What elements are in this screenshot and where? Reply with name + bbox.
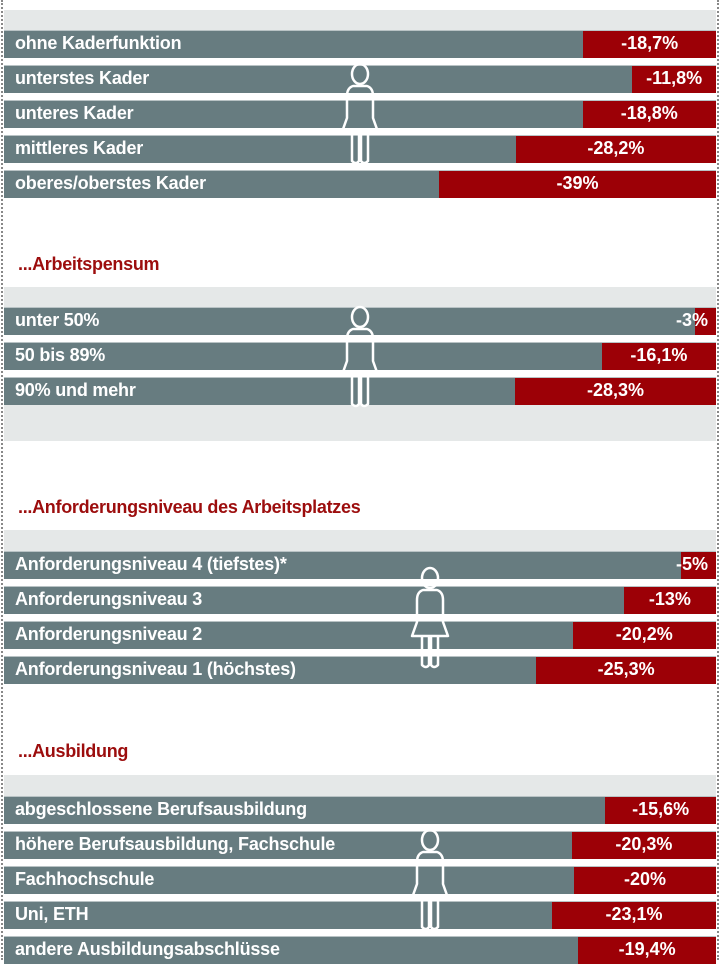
category-label: unterstes Kader xyxy=(15,68,150,88)
bar-row: 50 bis 89% -16,1% xyxy=(4,342,716,370)
data-label: -28,2% xyxy=(587,138,645,158)
value-bar xyxy=(552,902,716,929)
bar-row: unterstes Kader -11,8% xyxy=(4,65,716,93)
category-label: andere Ausbildungsabschlüsse xyxy=(15,939,280,959)
value-bar xyxy=(439,171,716,198)
value-bar xyxy=(572,622,716,649)
bar-row: Anforderungsniveau 4 (tiefstes)* -5% xyxy=(4,551,716,579)
value-bar xyxy=(515,136,716,163)
data-label: -3% xyxy=(675,310,709,330)
bar-row: andere Ausbildungsabschlüsse -19,4% xyxy=(4,936,716,964)
data-label: -20,3% xyxy=(615,834,673,854)
value-bar xyxy=(571,832,716,859)
category-label: ohne Kaderfunktion xyxy=(15,33,182,53)
bar-row: abgeschlossene Berufsausbildung -15,6% xyxy=(4,796,716,824)
category-label: Anforderungsniveau 2 xyxy=(15,624,203,644)
data-label: -39% xyxy=(556,173,599,193)
bar-row: unter 50% -3% xyxy=(4,307,716,335)
value-bar xyxy=(623,587,716,614)
section-band xyxy=(4,530,716,551)
category-label: unter 50% xyxy=(15,310,100,330)
value-bar xyxy=(536,657,716,684)
category-label: abgeschlossene Berufsausbildung xyxy=(15,799,307,819)
data-label: -5% xyxy=(675,554,709,574)
category-label: Fachhochschule xyxy=(15,869,155,889)
category-label: 50 bis 89% xyxy=(15,345,106,365)
data-label: -25,3% xyxy=(597,659,655,679)
data-label: -20% xyxy=(623,869,667,889)
bar-row: Fachhochschule -20% xyxy=(4,866,716,894)
bar-row: oberes/oberstes Kader -39% xyxy=(4,170,716,198)
section-band xyxy=(4,775,716,796)
left-border xyxy=(1,0,3,960)
value-bar xyxy=(583,31,716,58)
bar-row: Anforderungsniveau 3 -13% xyxy=(4,586,716,614)
section-band xyxy=(4,287,716,307)
value-bar xyxy=(632,66,716,93)
category-label: Uni, ETH xyxy=(15,904,89,924)
data-label: -11,8% xyxy=(646,68,703,88)
category-label: Anforderungsniveau 3 xyxy=(15,589,203,609)
woman-figure-icon xyxy=(340,62,380,166)
value-bar xyxy=(574,867,716,894)
category-label: oberes/oberstes Kader xyxy=(15,173,206,193)
value-bar xyxy=(694,308,716,335)
right-border xyxy=(717,0,719,960)
category-label: höhere Berufsausbildung, Fachschule xyxy=(15,834,336,854)
value-bar xyxy=(515,378,716,405)
woman-figure-icon xyxy=(410,828,450,932)
section-heading: ...Arbeitspensum xyxy=(18,254,160,274)
data-label: -23,1% xyxy=(605,904,663,924)
value-bar xyxy=(680,552,716,579)
section-band xyxy=(4,405,716,441)
bar-row: höhere Berufsausbildung, Fachschule -20,3… xyxy=(4,831,716,859)
category-label: 90% und mehr xyxy=(15,380,136,400)
value-bar xyxy=(605,797,716,824)
category-label: Anforderungsniveau 1 (höchstes) xyxy=(15,659,296,679)
value-bar xyxy=(582,101,716,128)
category-label: unteres Kader xyxy=(15,103,134,123)
bar-row: Anforderungsniveau 1 (höchstes) -25,3% xyxy=(4,656,716,684)
category-label: Anforderungsniveau 4 (tiefstes)* xyxy=(15,554,287,574)
data-label: -16,1% xyxy=(630,345,688,365)
bar-row: Uni, ETH -23,1% xyxy=(4,901,716,929)
bar-row: Anforderungsniveau 2 -20,2% xyxy=(4,621,716,649)
data-label: -18,7% xyxy=(621,33,679,53)
section-band xyxy=(4,10,716,30)
data-label: -28,3% xyxy=(587,380,645,400)
data-label: -19,4% xyxy=(618,939,676,959)
data-label: -15,6% xyxy=(632,799,690,819)
data-label: -20,2% xyxy=(615,624,673,644)
data-label: -18,8% xyxy=(620,103,678,123)
section-heading: ...Ausbildung xyxy=(18,741,129,761)
data-label: -13% xyxy=(648,589,691,609)
woman-figure-icon xyxy=(410,566,450,670)
value-bar xyxy=(601,343,716,370)
woman-figure-icon xyxy=(340,305,380,409)
bar-row: ohne Kaderfunktion -18,7% xyxy=(4,30,716,58)
section-heading: ...Anforderungsniveau des Arbeitsplatzes xyxy=(18,497,361,517)
bar-row: unteres Kader -18,8% xyxy=(4,100,716,128)
category-label: mittleres Kader xyxy=(15,138,144,158)
